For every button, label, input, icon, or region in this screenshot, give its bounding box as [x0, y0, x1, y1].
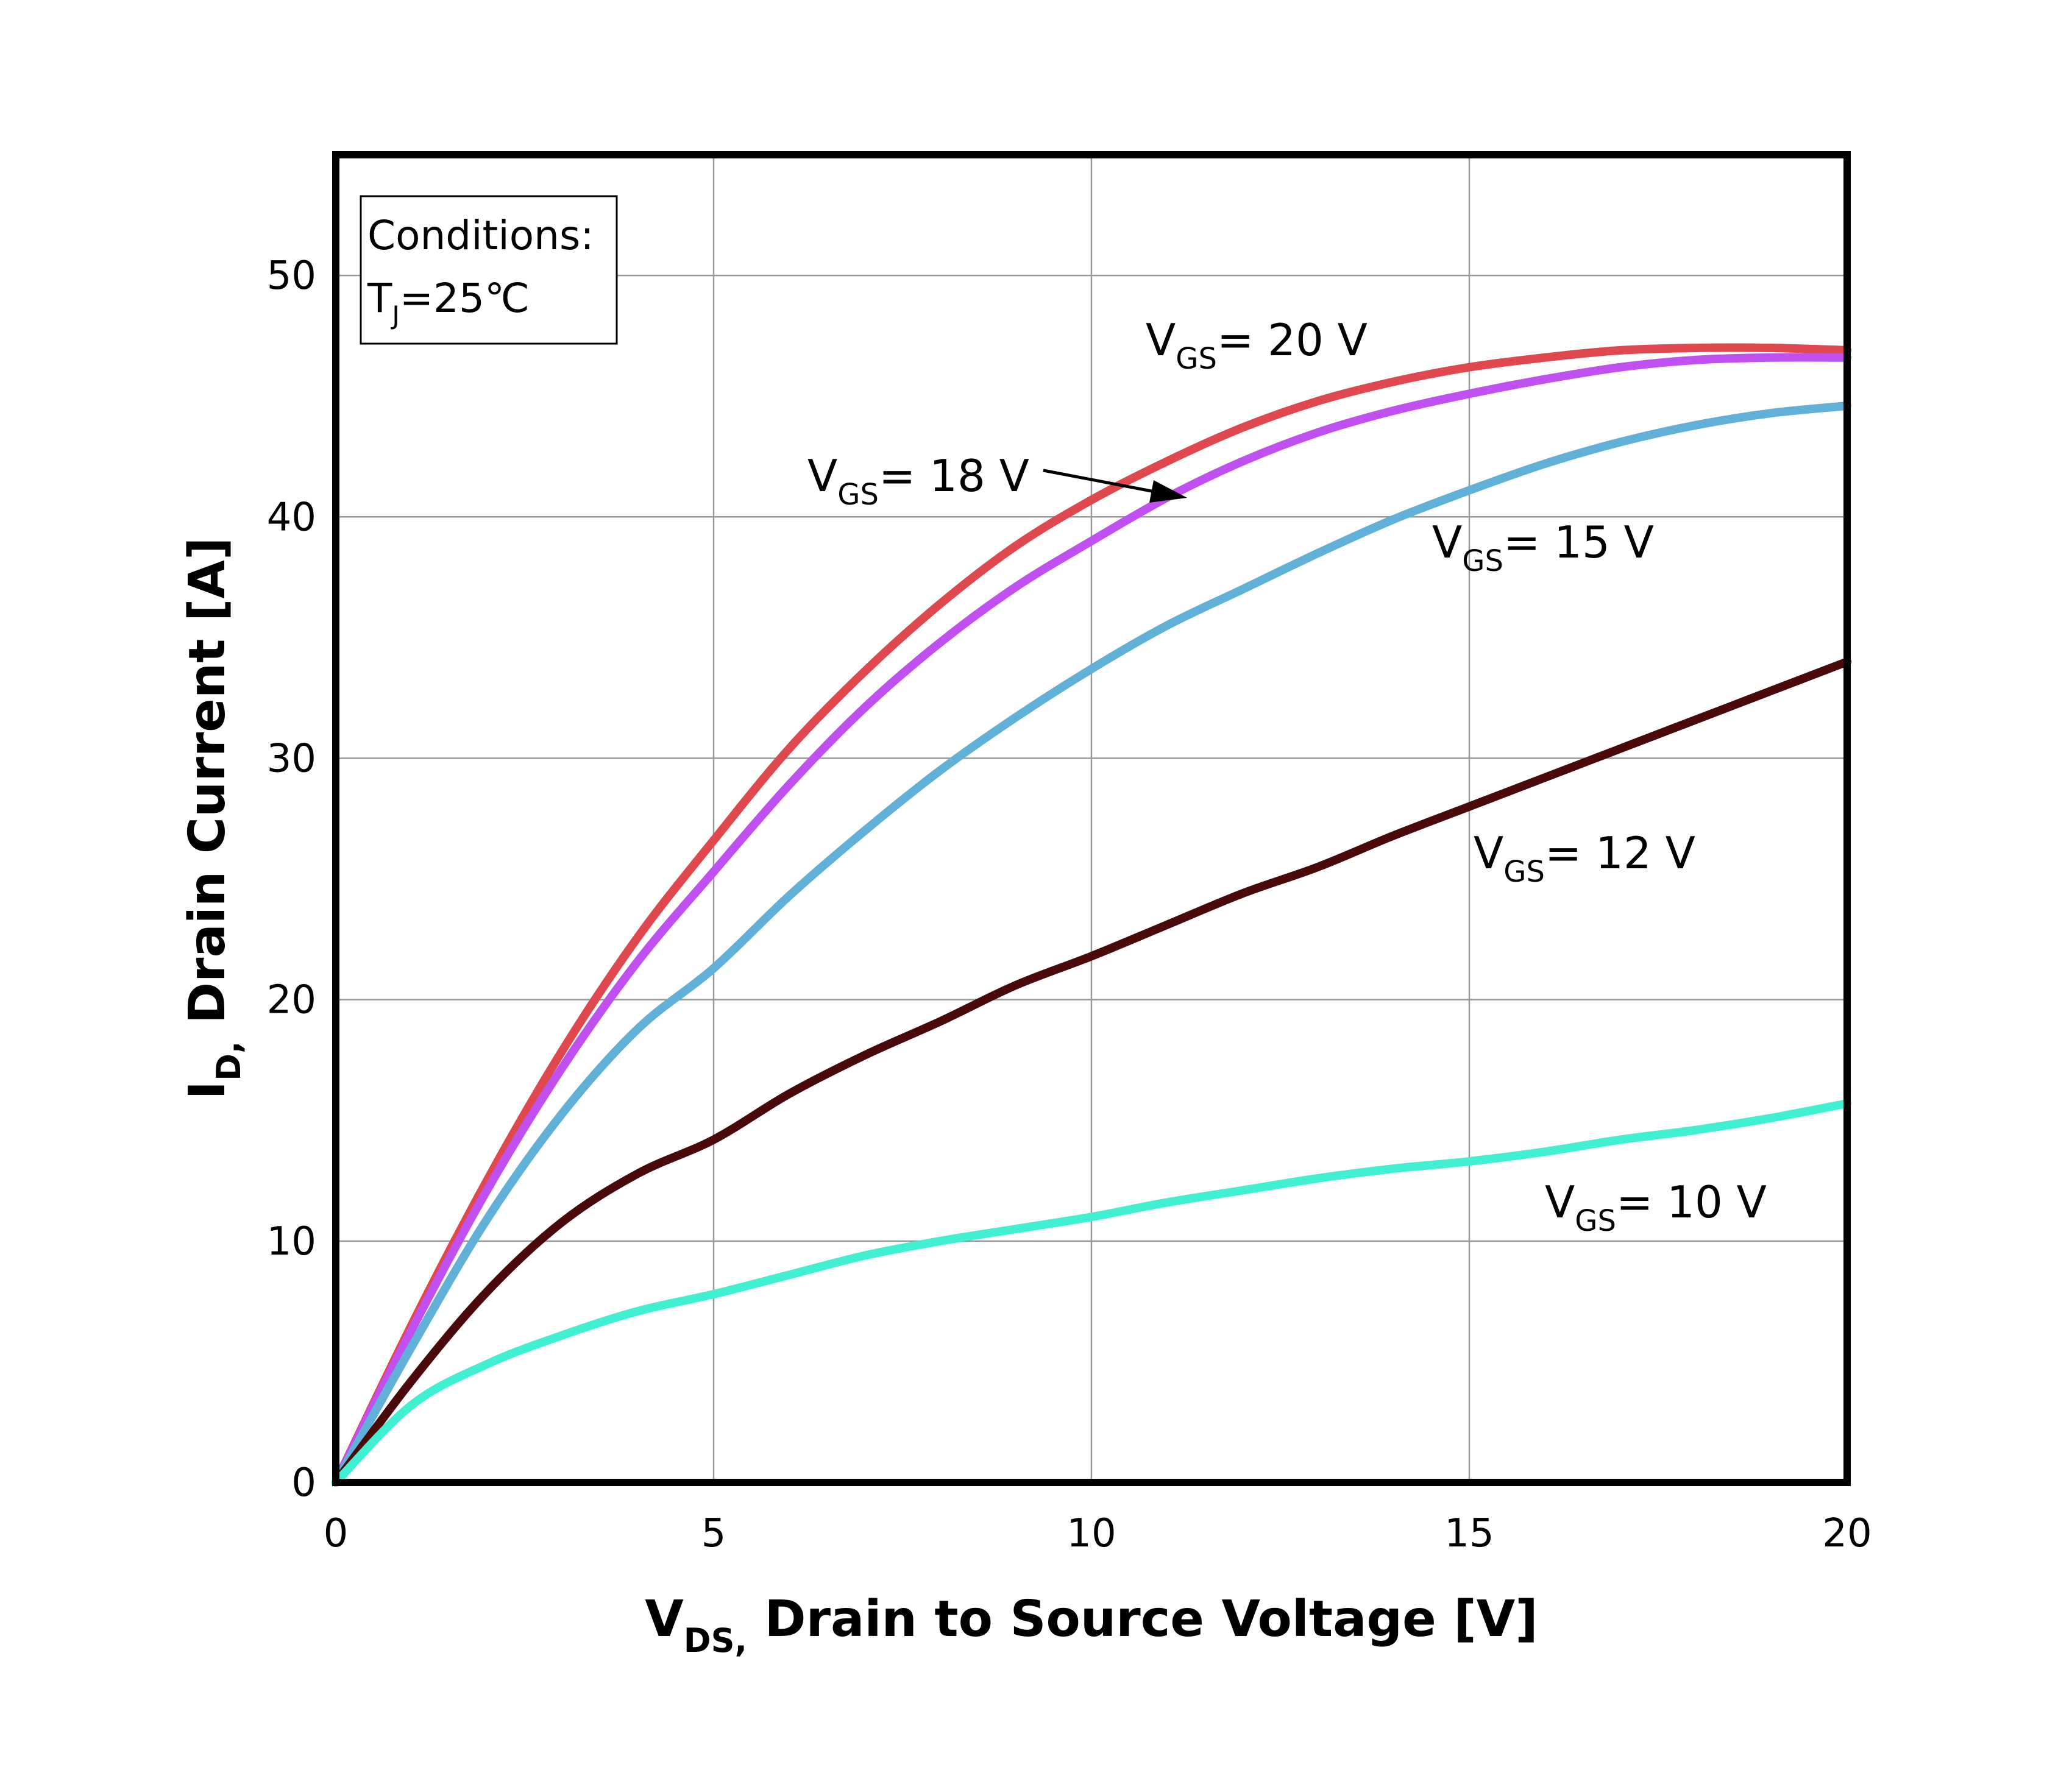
series-line-0	[332, 343, 1851, 1487]
y-tick-label: 40	[267, 495, 316, 540]
series-label-vgs-18: VGS= 18 V	[807, 450, 1029, 512]
series-label-vgs-20: VGS= 20 V	[1146, 314, 1368, 376]
conditions-title: Conditions:	[367, 212, 594, 259]
y-tick-label: 30	[267, 736, 316, 781]
x-tick-label: 0	[324, 1511, 349, 1556]
y-tick-label: 10	[267, 1219, 316, 1264]
x-axis-label: VDS, Drain to Source Voltage [V]	[645, 1590, 1538, 1660]
y-tick-label: 0	[291, 1461, 316, 1506]
y-tick-label: 20	[267, 978, 316, 1023]
series-lines	[332, 343, 1851, 1487]
conditions-box: Conditions: TJ=25℃	[360, 195, 618, 345]
conditions-temperature: TJ=25℃	[367, 275, 530, 330]
series-line-4	[332, 1099, 1851, 1487]
x-tick-label: 5	[701, 1511, 726, 1556]
y-tick-label: 50	[267, 253, 316, 299]
x-tick-label: 10	[1066, 1511, 1116, 1556]
series-line-3	[332, 657, 1851, 1487]
tick-labels: 0 5 10 15 20 0 10 20 30 40 50	[267, 253, 1872, 1556]
series-label-vgs-10: VGS= 10 V	[1545, 1177, 1767, 1238]
series-label-vgs-15: VGS= 15 V	[1432, 517, 1654, 578]
series-line-2	[332, 402, 1851, 1487]
conditions-frame	[360, 195, 618, 345]
x-tick-label: 20	[1822, 1511, 1872, 1556]
series-line-1	[332, 353, 1851, 1487]
series-label-vgs-12: VGS= 12 V	[1474, 827, 1695, 889]
arrow-vgs-18	[1043, 469, 1187, 503]
y-axis-label: ID, Drain Current [A]	[179, 537, 248, 1100]
x-tick-label: 15	[1444, 1511, 1494, 1556]
plot-frame	[332, 151, 1851, 1486]
